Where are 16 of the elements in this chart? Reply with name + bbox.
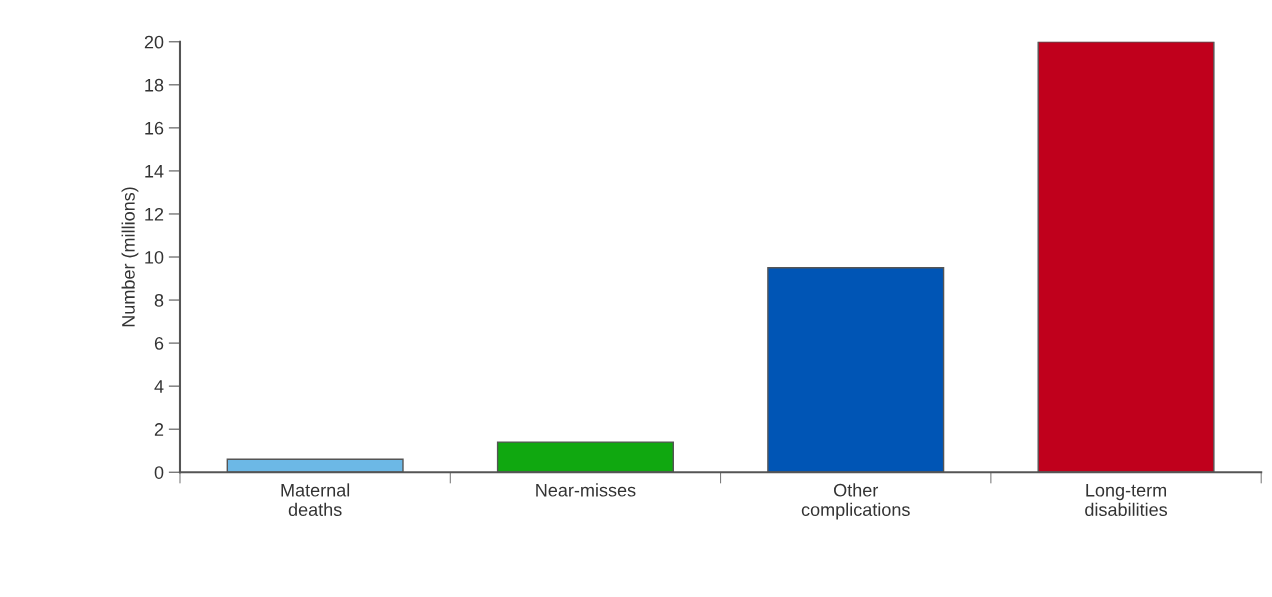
y-tick-label: 18 bbox=[145, 78, 164, 92]
x-tick-label: Long-term disabilities bbox=[1085, 484, 1168, 517]
y-tick-label: 16 bbox=[145, 121, 164, 135]
y-tick-label: 4 bbox=[154, 380, 164, 393]
y-tick-label: 10 bbox=[145, 250, 164, 264]
y-tick-label: 6 bbox=[154, 337, 164, 350]
y-tick-label: 20 bbox=[144, 35, 164, 49]
y-tick-label: 0 bbox=[154, 466, 164, 479]
x-tick-label: Maternal deaths bbox=[281, 483, 350, 517]
y-axis-title: Number (millions) bbox=[121, 187, 139, 327]
y-tick-label: 12 bbox=[145, 207, 164, 221]
x-tick-label: Other complications bbox=[801, 483, 910, 520]
x-tick-label: Near-misses bbox=[536, 483, 636, 497]
y-tick-label: 8 bbox=[154, 293, 164, 307]
y-tick-label: 14 bbox=[145, 165, 164, 178]
y-tick-label: 2 bbox=[154, 423, 164, 436]
